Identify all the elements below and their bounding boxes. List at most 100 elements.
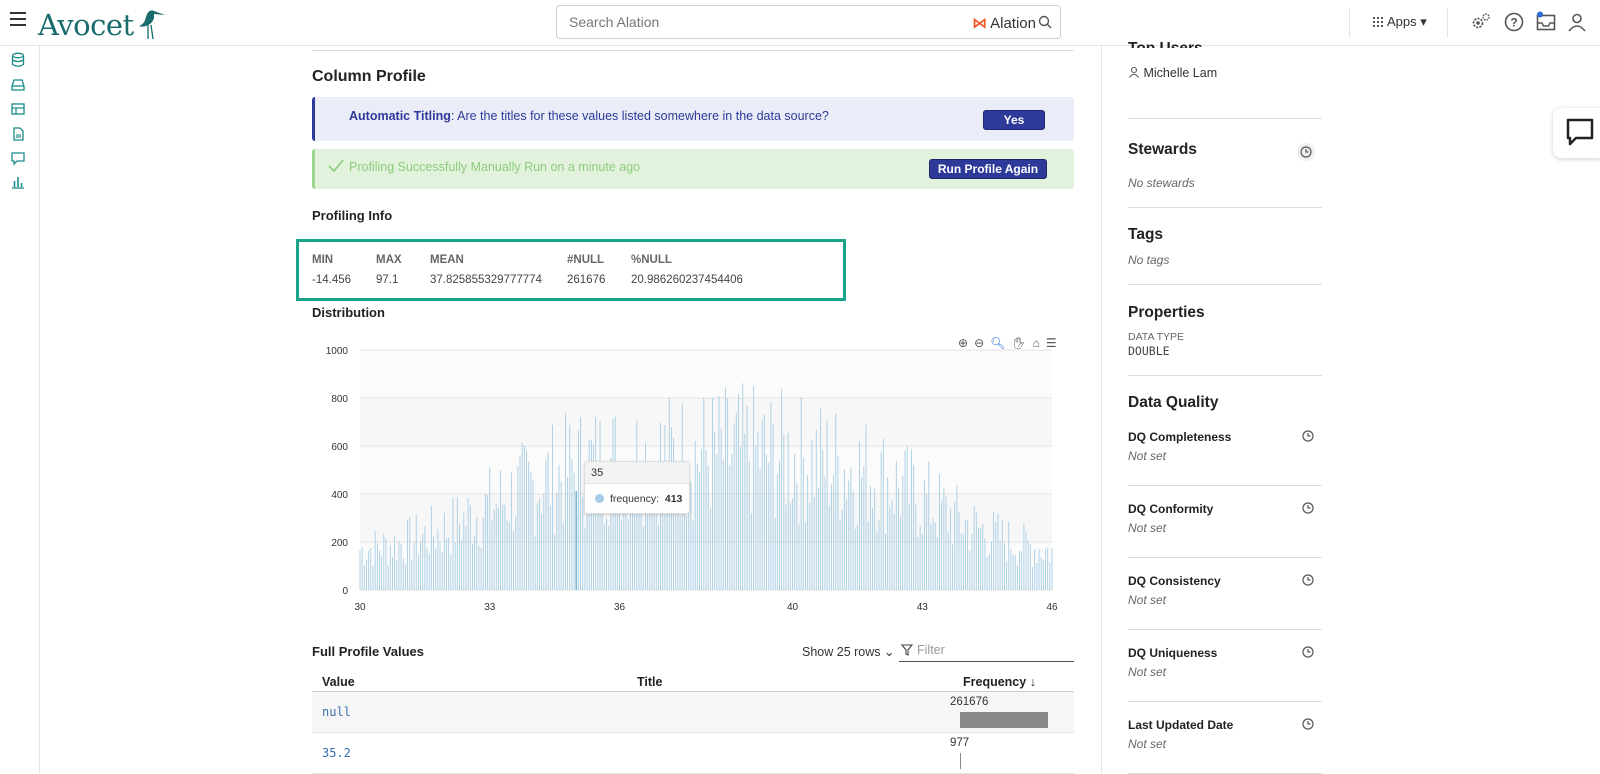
top-user-item[interactable]: Michelle Lam	[1128, 66, 1322, 80]
grid-band	[360, 350, 1052, 398]
help-icon[interactable]: ?	[1503, 11, 1525, 33]
divider	[1128, 701, 1322, 702]
settings-gears-icon[interactable]	[1470, 11, 1492, 33]
profile-stat-min: MIN -14.456	[312, 254, 351, 286]
frequency-header-label: Frequency	[963, 675, 1027, 689]
search-input[interactable]	[569, 14, 929, 30]
divider	[1128, 375, 1322, 376]
check-icon	[328, 159, 344, 173]
header-divider	[1447, 8, 1448, 38]
divider	[1128, 557, 1322, 558]
history-clock-icon[interactable]	[1300, 716, 1316, 732]
table-row[interactable]: null 261676	[312, 692, 1074, 733]
show-rows-select[interactable]: Show 25 rows ⌄	[802, 644, 894, 659]
history-clock-icon[interactable]	[1300, 428, 1316, 444]
filter-input[interactable]	[917, 643, 1067, 657]
table-icon[interactable]	[10, 101, 26, 117]
y-tick-label: 1000	[326, 346, 349, 357]
yes-button[interactable]: Yes	[983, 110, 1045, 130]
document-icon[interactable]	[10, 126, 26, 142]
table-header: Value Title Frequency ↓	[312, 670, 1074, 692]
data-type-label: DATA TYPE	[1128, 331, 1185, 343]
histogram-svg[interactable]: 0 200 400 600 800 1000 30 33 36 40 43 46	[312, 338, 1074, 638]
automatic-titling-notice: Automatic Titling: Are the titles for th…	[312, 97, 1074, 141]
properties-title: Properties	[1128, 304, 1205, 321]
apps-menu[interactable]: Apps ▾	[1372, 14, 1427, 30]
stat-value: -14.456	[312, 274, 352, 286]
profiling-info-title: Profiling Info	[312, 208, 393, 223]
filter-box[interactable]	[899, 640, 1074, 662]
row-frequency: 977	[950, 737, 970, 749]
dq-completeness-value: Not set	[1128, 449, 1167, 463]
divider	[1128, 485, 1322, 486]
column-profile-title: Column Profile	[312, 68, 426, 85]
dq-uniqueness-label: DQ Uniqueness	[1128, 646, 1218, 660]
column-header-frequency[interactable]: Frequency ↓	[963, 675, 1036, 689]
table-row[interactable]: 35.2 977	[312, 733, 1074, 774]
x-tick-label: 30	[354, 602, 366, 613]
y-tick-label: 400	[331, 490, 348, 501]
x-tick-label: 43	[917, 602, 929, 613]
x-tick-label: 40	[787, 602, 799, 613]
row-frequency: 261676	[950, 696, 989, 708]
selection-zoom-icon[interactable]: 🔍︎	[990, 336, 1012, 350]
zoom-out-icon[interactable]: ⊖	[974, 336, 991, 350]
history-clock-icon[interactable]	[1296, 142, 1316, 162]
stewards-title: Stewards	[1128, 141, 1197, 158]
column-header-title[interactable]: Title	[637, 675, 663, 689]
profile-stat-max: MAX 97.1	[376, 254, 402, 286]
row-value-link[interactable]: 35.2	[322, 746, 351, 760]
divider	[312, 50, 1074, 51]
last-updated-date-value: Not set	[1128, 737, 1167, 751]
dq-conformity-label: DQ Conformity	[1128, 502, 1214, 516]
divider	[1128, 629, 1322, 630]
distribution-chart: ⊕⊖🔍︎✋︎⌂☰ 0 200 400 600 800 1000 30 33 36 40 43 46 3…	[312, 326, 1074, 666]
storage-icon[interactable]	[10, 77, 26, 93]
inbox-icon[interactable]	[1535, 11, 1557, 33]
pan-icon[interactable]: ✋︎	[1011, 336, 1033, 350]
tooltip-value: 413	[664, 493, 683, 505]
alation-bowtie-icon: ⋈	[972, 15, 988, 32]
apps-label: Apps	[1387, 14, 1417, 29]
stat-label: %NULL	[631, 254, 672, 266]
search-icon[interactable]	[1038, 15, 1052, 29]
chart-icon[interactable]	[10, 174, 26, 190]
menu-icon[interactable]	[10, 12, 26, 28]
history-clock-icon[interactable]	[1300, 644, 1316, 660]
stat-label: MIN	[312, 254, 334, 266]
database-icon[interactable]	[10, 52, 26, 68]
y-tick-label: 200	[331, 538, 348, 549]
conversation-icon[interactable]	[10, 150, 26, 166]
logo[interactable]: Avocet	[38, 8, 134, 42]
x-tick-label: 46	[1046, 602, 1058, 613]
chart-tooltip: 35 frequency: 413	[584, 461, 690, 514]
history-clock-icon[interactable]	[1300, 572, 1316, 588]
user-profile-icon[interactable]	[1566, 11, 1588, 33]
history-clock-icon[interactable]	[1300, 500, 1316, 516]
brand-label: Alation	[990, 15, 1036, 32]
show-rows-label: Show 25 rows	[802, 645, 881, 659]
automatic-titling-question: : Are the titles for these values listed…	[450, 109, 829, 123]
zoom-in-icon[interactable]: ⊕	[958, 336, 975, 350]
chart-menu-icon[interactable]: ☰	[1045, 336, 1063, 350]
row-value-link[interactable]: null	[322, 705, 351, 719]
sort-down-arrow-icon: ↓	[1029, 675, 1036, 689]
stat-value: 20.986260237454406	[631, 274, 743, 286]
stat-label: #NULL	[567, 254, 605, 266]
x-tick-label: 36	[614, 602, 626, 613]
stewards-value: No stewards	[1128, 176, 1195, 190]
chart-toolbar: ⊕⊖🔍︎✋︎⌂☰	[958, 336, 1063, 350]
header-divider	[1349, 8, 1350, 38]
x-tick-label: 33	[484, 602, 496, 613]
left-rail	[0, 46, 40, 774]
run-profile-again-button[interactable]: Run Profile Again	[929, 159, 1047, 179]
search-box[interactable]: ⋈Alation	[556, 5, 1061, 39]
reset-zoom-home-icon[interactable]: ⌂	[1032, 336, 1046, 350]
stat-label: MAX	[376, 254, 402, 266]
chat-widget[interactable]	[1553, 108, 1600, 158]
column-header-value[interactable]: Value	[322, 675, 355, 689]
search-brand: ⋈ Alation	[972, 14, 1036, 32]
top-user-name[interactable]: Michelle Lam	[1143, 66, 1218, 80]
y-tick-label: 800	[331, 394, 348, 405]
tooltip-series: frequency:	[610, 493, 660, 505]
